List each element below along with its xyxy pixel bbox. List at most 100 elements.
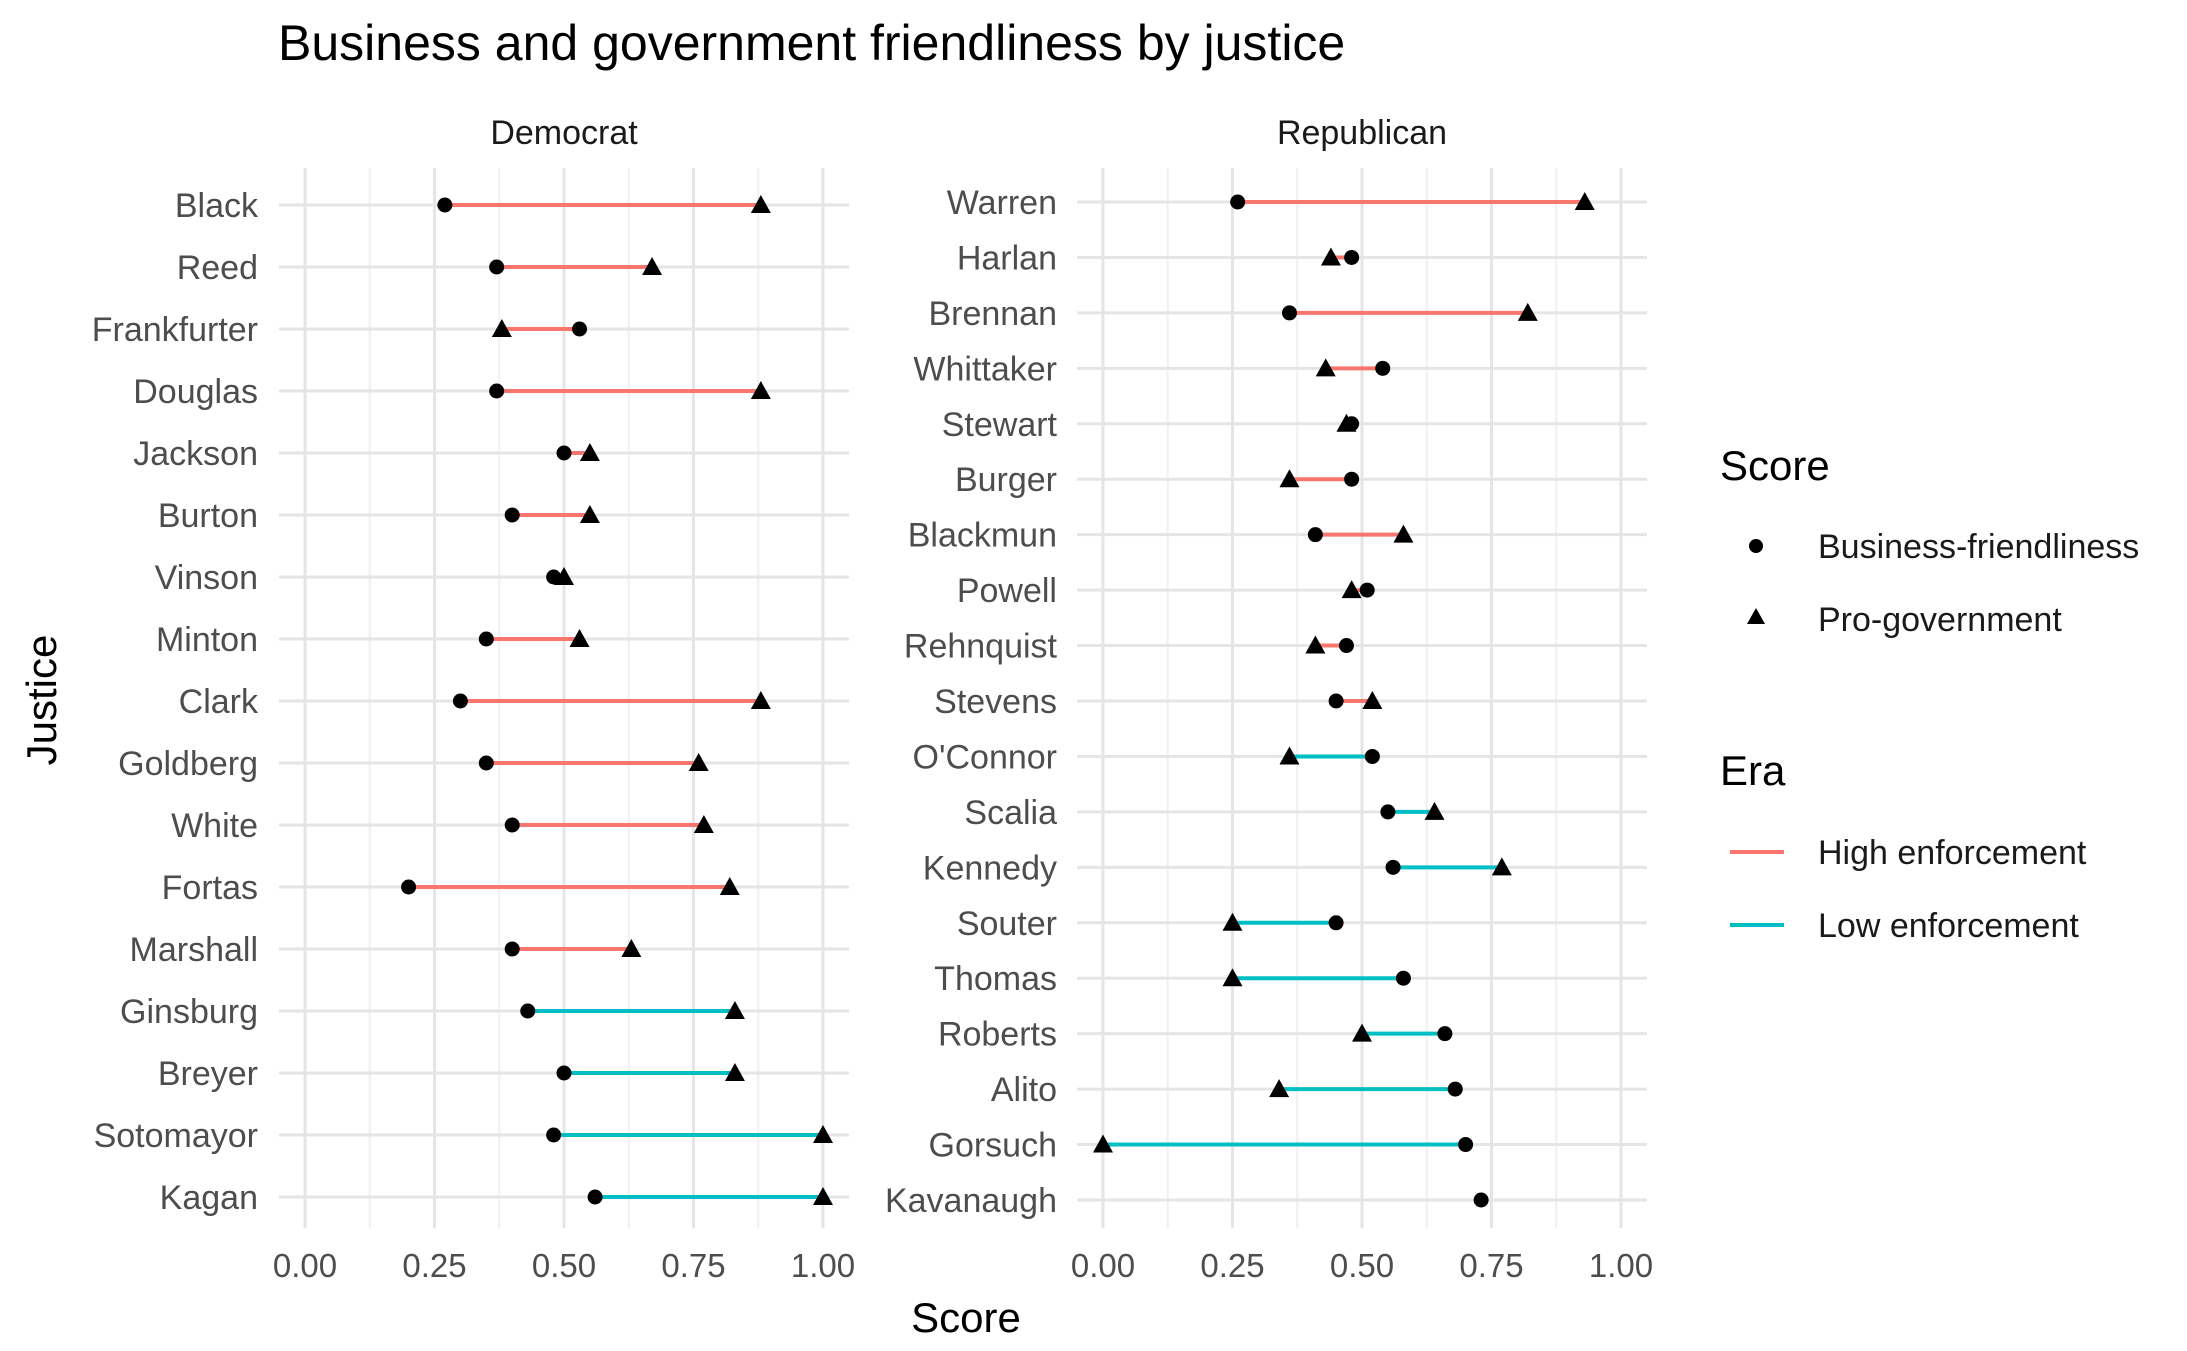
business-point [401, 879, 417, 895]
government-point [642, 257, 663, 275]
justice-label: Fortas [162, 869, 258, 907]
x-tick-label: 0.75 [1459, 1247, 1523, 1284]
legend-triangle-symbol [1747, 608, 1765, 624]
government-point [1517, 302, 1538, 321]
justice-label: Ginsburg [120, 993, 258, 1031]
business-point [1230, 194, 1246, 210]
government-point [750, 195, 771, 213]
government-point [1320, 247, 1341, 266]
government-point [693, 815, 714, 833]
justice-label: Douglas [133, 373, 258, 411]
business-point [1375, 360, 1391, 376]
government-point [1491, 857, 1512, 876]
business-point [520, 1003, 536, 1019]
government-point [491, 319, 512, 337]
justice-label: Clark [179, 683, 259, 721]
panel-republican: Republican 0.00 0.25 0.50 0.75 1.00 Warren Harl… [885, 114, 1653, 1284]
legend-circle-symbol [1749, 539, 1763, 553]
business-point [1473, 1192, 1489, 1208]
justice-label: Blackmun [908, 517, 1057, 555]
justice-label: Frankfurter [92, 311, 258, 349]
business-point [1328, 915, 1344, 931]
business-point [1385, 859, 1401, 875]
government-point [579, 443, 600, 461]
justice-label: Powell [957, 572, 1057, 610]
justice-label: Jackson [133, 435, 258, 473]
x-tick-label: 0.25 [402, 1247, 466, 1284]
justice-label: Breyer [158, 1055, 258, 1093]
business-point [587, 1189, 603, 1205]
justice-label: Stevens [934, 683, 1057, 721]
business-point [1395, 970, 1411, 986]
x-tick-label: 0.50 [1330, 1247, 1394, 1284]
business-point [437, 197, 453, 213]
business-point [1344, 471, 1360, 487]
business-point [1328, 693, 1344, 709]
justice-label: Goldberg [118, 745, 258, 783]
business-point [1281, 305, 1297, 321]
x-tick-label: 0.00 [273, 1247, 337, 1284]
justice-label: Souter [957, 905, 1057, 943]
justice-label: Reed [177, 249, 258, 287]
business-point [489, 259, 505, 275]
justice-label: Kennedy [923, 849, 1057, 887]
justice-label: Black [175, 187, 259, 225]
government-point [813, 1125, 833, 1143]
chart-title: Business and government friendliness by … [278, 15, 1345, 71]
government-point [1352, 1023, 1372, 1042]
legend-item-low: Low enforcement [1818, 907, 2079, 945]
business-point [1380, 804, 1396, 820]
government-point [719, 877, 740, 895]
business-point [1344, 249, 1360, 265]
y-axis-label: Justice [18, 635, 65, 766]
business-point [546, 1127, 562, 1143]
x-axis-label: Score [911, 1294, 1021, 1341]
business-point [504, 507, 520, 523]
business-point [452, 693, 468, 709]
business-point [1447, 1081, 1463, 1097]
justice-label: Harlan [957, 239, 1057, 277]
justice-label: Scalia [964, 794, 1057, 832]
justice-label: Kavanaugh [885, 1182, 1057, 1220]
government-point [1341, 580, 1362, 599]
legend-era-title: Era [1720, 747, 1786, 794]
justice-label: Stewart [942, 406, 1058, 444]
x-tick-label: 0.00 [1071, 1247, 1135, 1284]
justice-label: Sotomayor [94, 1117, 258, 1155]
justice-label: Whittaker [913, 350, 1057, 388]
business-point [489, 383, 505, 399]
business-point [1338, 638, 1354, 654]
business-point [478, 755, 494, 771]
panel-democrat: Democrat 0.00 0.25 0.50 0.75 1.00 Black Reed Fra… [92, 114, 855, 1284]
government-point [1393, 524, 1414, 543]
government-point [750, 381, 771, 399]
justice-label: Burger [955, 461, 1057, 499]
business-point [1359, 582, 1375, 598]
business-point [504, 817, 520, 833]
business-point [1307, 527, 1323, 543]
justice-label: White [171, 807, 258, 845]
government-point [724, 1001, 745, 1019]
business-point [556, 1065, 572, 1081]
legend-item-business: Business-friendliness [1818, 528, 2139, 566]
government-point [1093, 1134, 1113, 1153]
government-point [1305, 635, 1326, 654]
government-point [813, 1187, 833, 1205]
government-point [569, 629, 590, 647]
justice-label: Kagan [160, 1179, 258, 1217]
justice-label: Thomas [934, 960, 1057, 998]
government-point [1315, 358, 1336, 377]
justice-label: Warren [947, 184, 1057, 222]
legend-item-high: High enforcement [1818, 834, 2087, 872]
justice-label: Gorsuch [929, 1127, 1058, 1165]
business-point [478, 631, 494, 647]
x-tick-label: 0.50 [532, 1247, 596, 1284]
business-point [556, 445, 572, 461]
justice-label: Brennan [928, 295, 1057, 333]
x-tick-label: 0.75 [661, 1247, 725, 1284]
government-point [1574, 192, 1595, 210]
justice-label: O'Connor [913, 738, 1057, 776]
government-point [1279, 469, 1300, 488]
business-point [1437, 1026, 1453, 1042]
justice-label: Vinson [155, 559, 258, 597]
